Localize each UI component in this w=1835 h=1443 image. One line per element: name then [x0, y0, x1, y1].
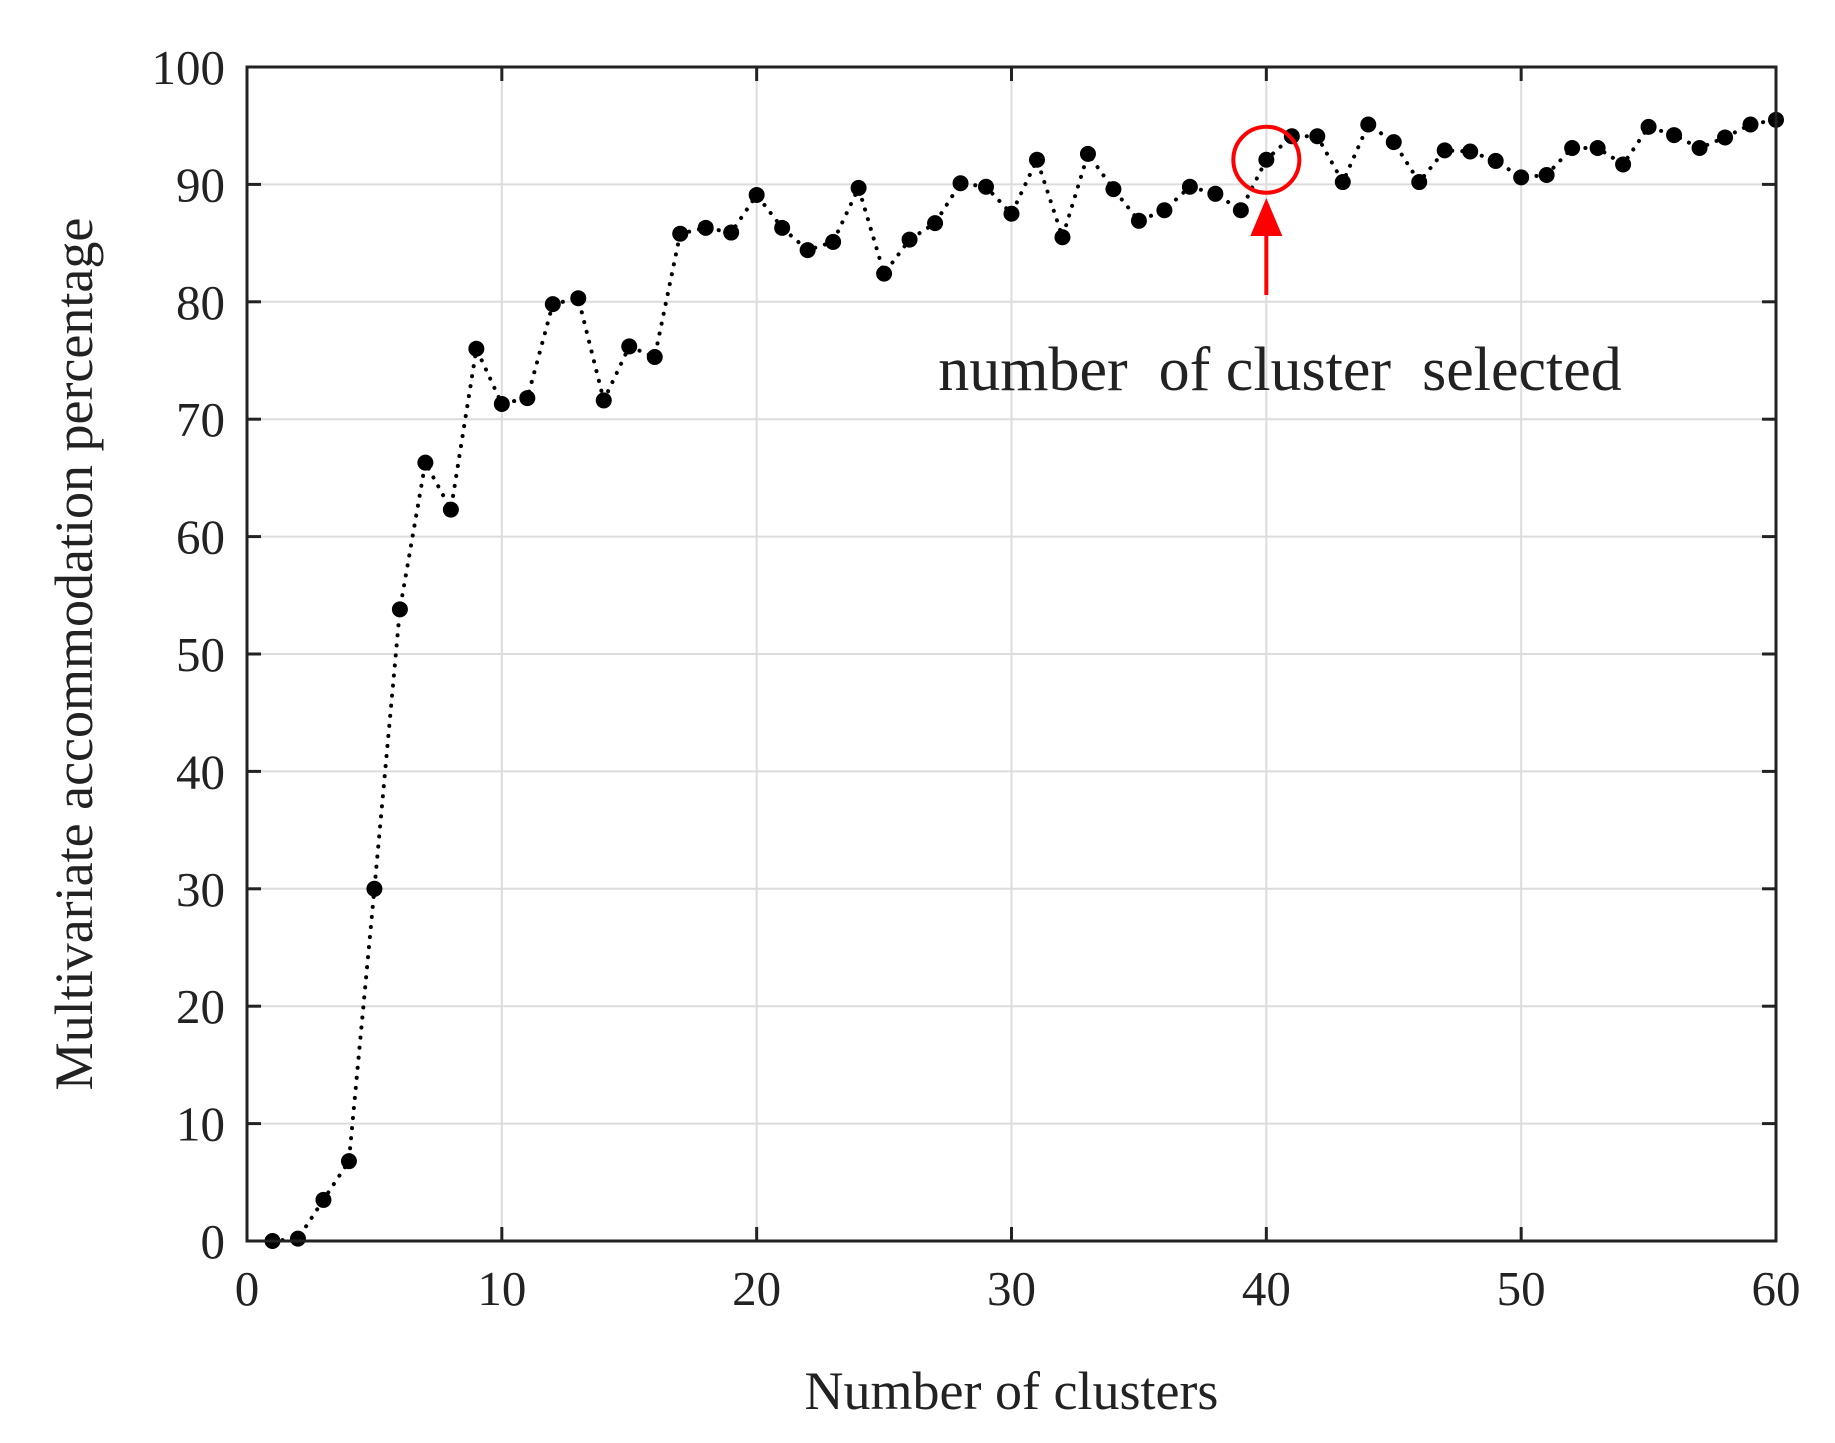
y-tick-label: 80	[176, 275, 225, 330]
data-point	[1462, 143, 1479, 160]
y-tick-label: 30	[176, 862, 225, 917]
ticks: 0 10 20 30 40 50 60 0 10 20 30 40 50 60 70 80 90 100	[152, 40, 1801, 1316]
y-tick-label: 60	[176, 510, 225, 565]
data-point	[1411, 174, 1428, 191]
data-point	[1156, 202, 1173, 219]
data-point	[289, 1230, 306, 1247]
data-point	[1564, 140, 1581, 157]
data-point	[1334, 174, 1351, 191]
data-point	[901, 231, 918, 248]
y-tick-label: 10	[176, 1097, 225, 1152]
x-tick-label: 40	[1242, 1261, 1291, 1316]
data-point	[1207, 185, 1224, 202]
data-point	[1309, 128, 1326, 145]
y-tick-label: 40	[176, 744, 225, 799]
series-layer	[264, 111, 1784, 1249]
annotation-text: number of cluster selected	[938, 336, 1621, 404]
x-tick-label: 30	[987, 1261, 1036, 1316]
data-point	[1742, 116, 1759, 133]
y-axis-label: Multivariate accommodation percentage	[44, 218, 104, 1091]
data-point	[391, 601, 408, 618]
y-tick-label: 70	[176, 392, 225, 447]
data-point	[774, 219, 791, 236]
data-point	[1487, 152, 1504, 169]
data-point	[519, 390, 536, 407]
y-tick-label: 20	[176, 979, 225, 1034]
data-point	[1666, 127, 1683, 144]
data-point	[697, 219, 714, 236]
data-point	[366, 880, 383, 897]
data-point	[672, 225, 689, 242]
data-point	[493, 395, 510, 412]
data-point	[1360, 116, 1377, 133]
data-point	[1232, 202, 1249, 219]
data-point	[1640, 118, 1657, 135]
data-point	[876, 265, 893, 282]
x-tick-label: 20	[732, 1261, 781, 1316]
x-tick-label: 10	[477, 1261, 526, 1316]
data-point	[595, 392, 612, 409]
annotation	[1231, 124, 1302, 295]
data-point	[1079, 145, 1096, 162]
data-point	[1436, 142, 1453, 159]
data-point	[799, 242, 816, 259]
data-point	[723, 224, 740, 241]
data-point	[1028, 151, 1045, 168]
data-point	[442, 501, 459, 518]
data-point	[1181, 178, 1198, 195]
data-point	[952, 175, 969, 192]
data-point	[1258, 151, 1275, 168]
data-point	[927, 215, 944, 232]
data-point	[544, 296, 561, 313]
data-point	[1130, 212, 1147, 229]
arrow-head	[1250, 198, 1283, 236]
data-point	[621, 338, 638, 355]
x-axis-label: Number of clusters	[805, 1361, 1219, 1421]
data-point	[340, 1153, 357, 1170]
data-point	[1054, 229, 1071, 246]
x-tick-label: 50	[1497, 1261, 1546, 1316]
data-point	[748, 186, 765, 203]
y-tick-label: 90	[176, 157, 225, 212]
x-tick-label: 60	[1752, 1261, 1801, 1316]
y-tick-label: 0	[201, 1214, 226, 1269]
data-point	[850, 179, 867, 196]
y-tick-label: 100	[152, 40, 226, 95]
data-point	[1105, 181, 1122, 198]
data-point	[315, 1191, 332, 1208]
data-point	[1717, 129, 1734, 146]
data-point	[1615, 156, 1632, 173]
data-point	[1691, 140, 1708, 157]
data-point	[468, 340, 485, 357]
data-point	[825, 233, 842, 250]
y-tick-label: 50	[176, 627, 225, 682]
data-point	[1589, 140, 1606, 157]
data-point	[570, 290, 587, 307]
data-point	[1538, 167, 1555, 184]
data-point	[646, 348, 663, 365]
data-point	[1003, 205, 1020, 222]
selection-circle	[1231, 124, 1302, 195]
data-point	[1385, 134, 1402, 151]
data-point	[1513, 169, 1530, 186]
data-point	[417, 454, 434, 471]
x-tick-label: 0	[235, 1261, 260, 1316]
data-point	[978, 178, 995, 195]
